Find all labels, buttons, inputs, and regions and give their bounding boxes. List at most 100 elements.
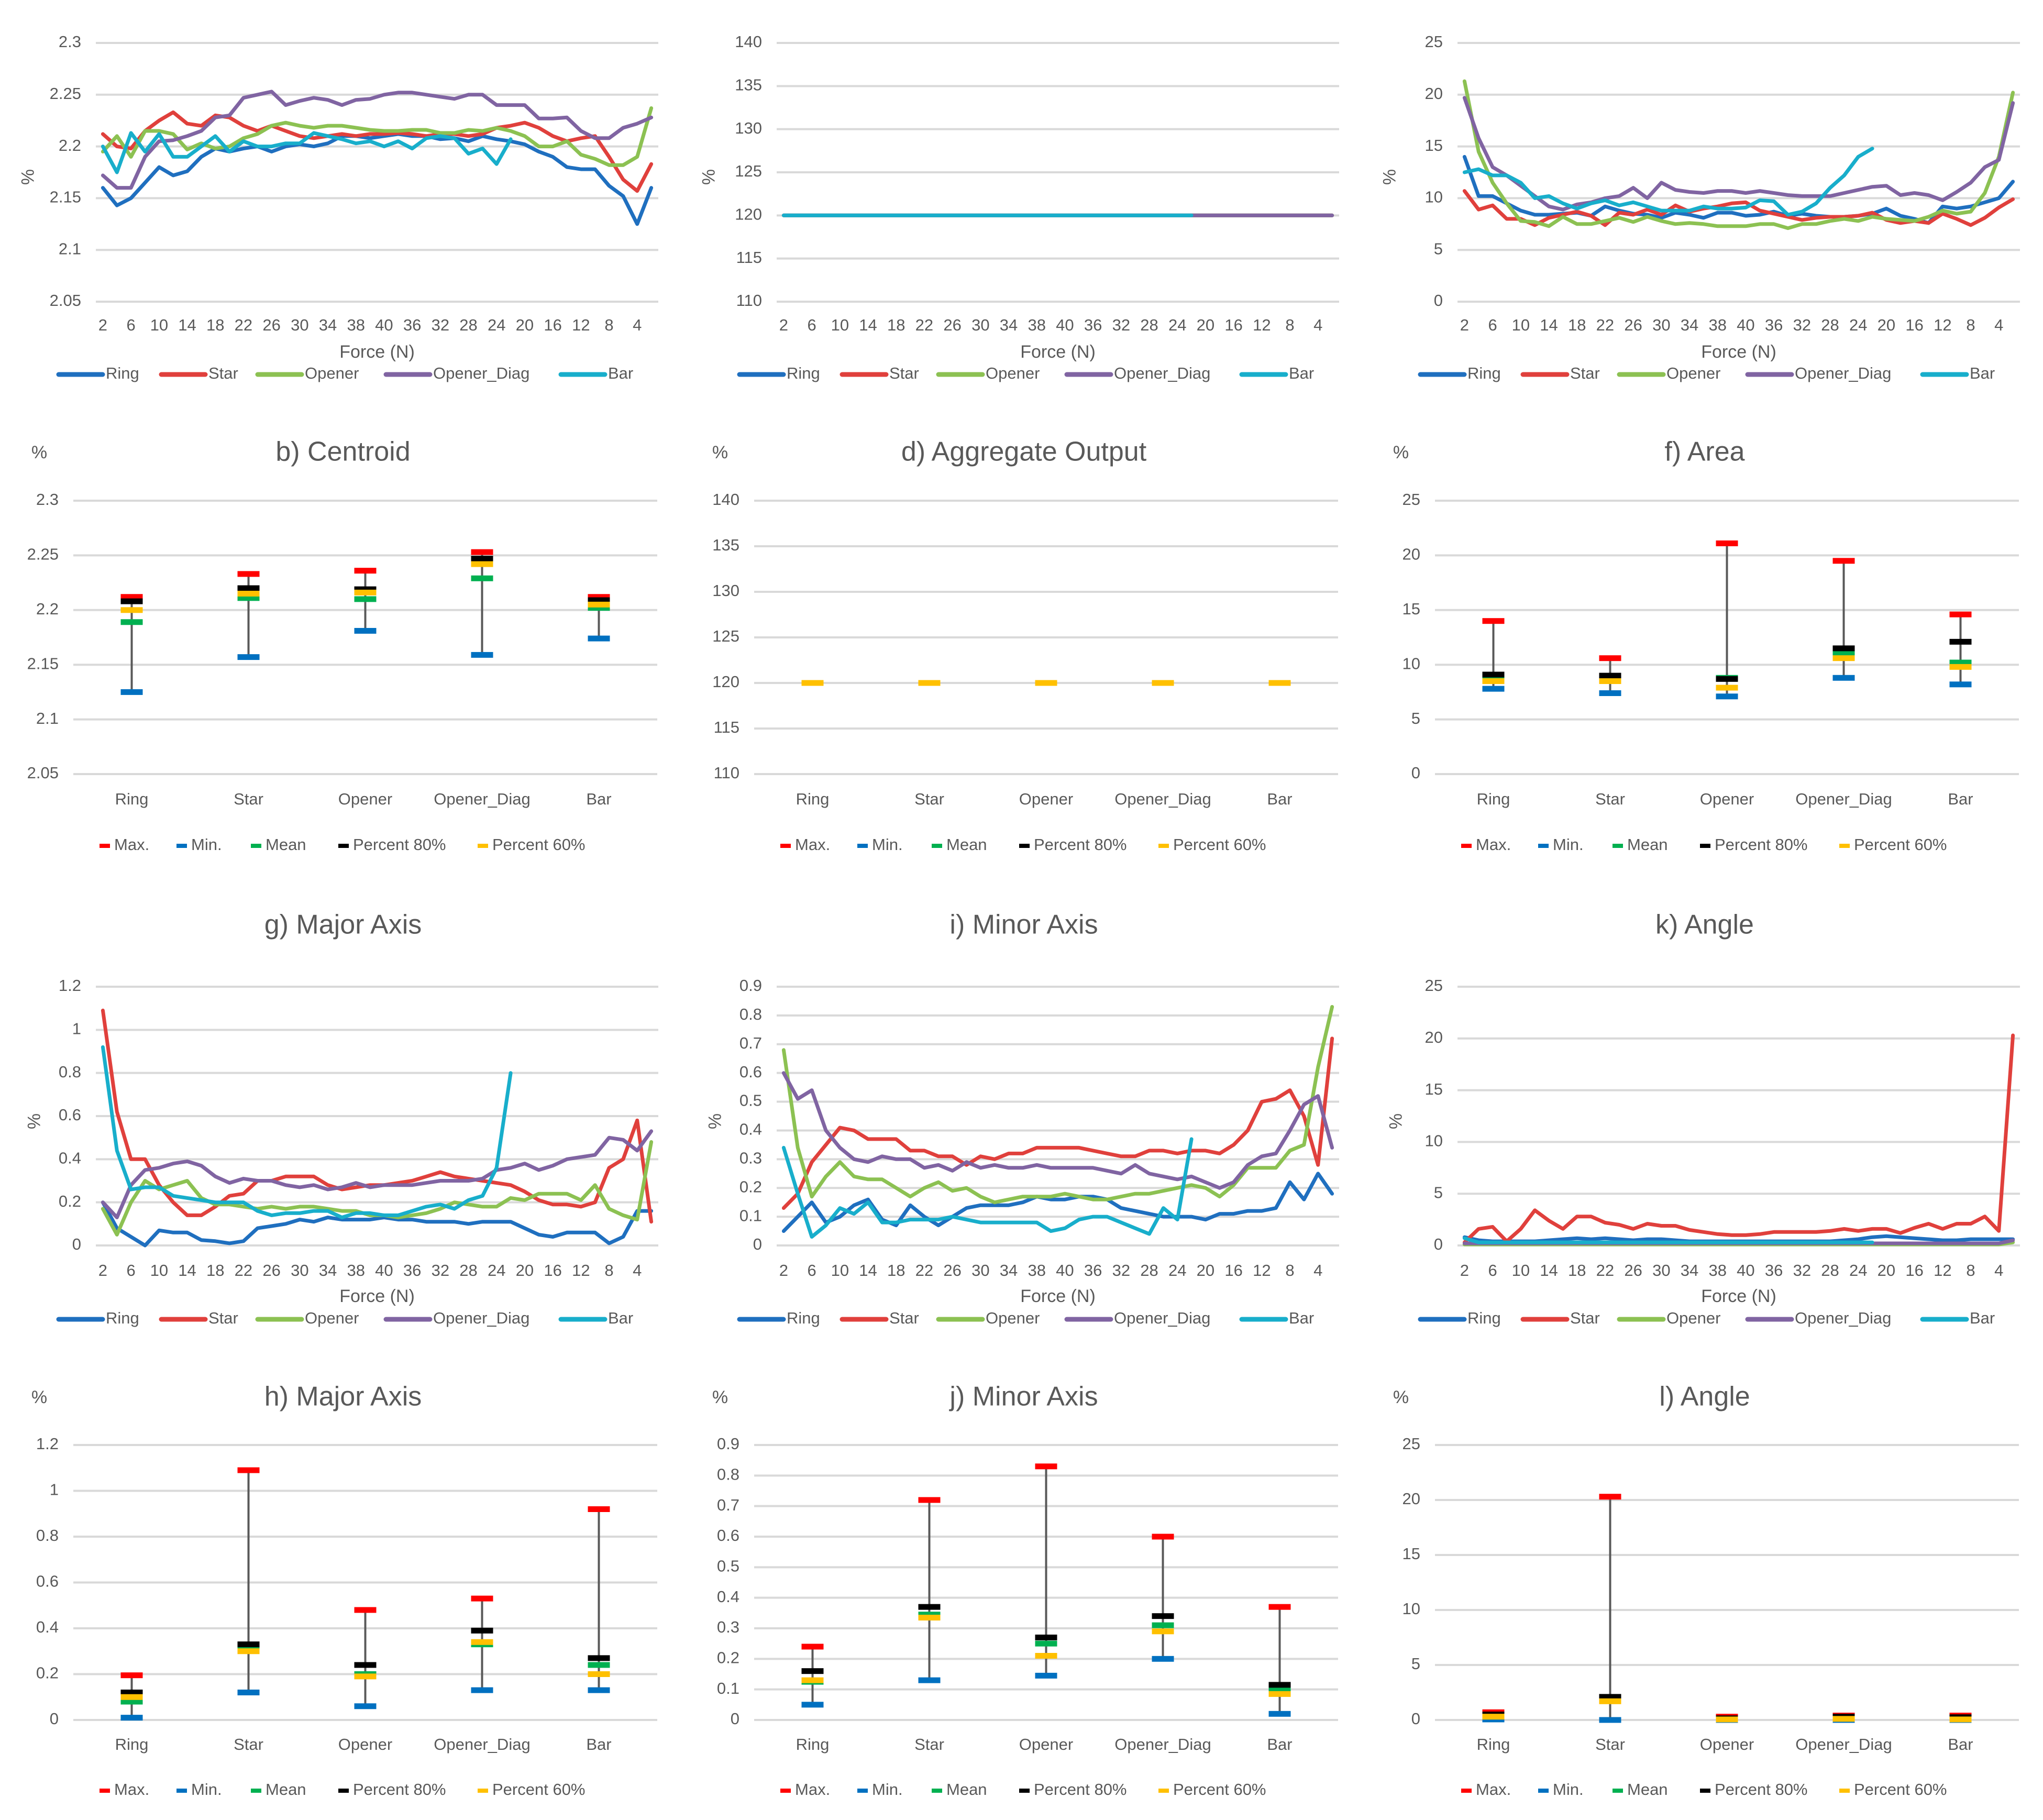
y-tick-label: 2.3 [59, 32, 81, 51]
x-tick-label: 6 [127, 316, 136, 334]
y-tick-label: 25 [1425, 32, 1443, 51]
legend-label: Min. [1553, 1780, 1584, 1799]
stat-marker [1716, 540, 1738, 546]
stat-marker [237, 654, 260, 660]
legend-swatch [1158, 1789, 1169, 1793]
x-tick-label: 4 [1994, 316, 2003, 334]
x-tick-label: 36 [403, 316, 421, 334]
chart-title: j) Minor Axis [948, 1382, 1098, 1412]
stat-marker [120, 619, 143, 625]
stat-marker [471, 575, 493, 581]
legend-swatch [1538, 1789, 1549, 1793]
y-tick-label: 0.8 [739, 1005, 762, 1023]
chart-title: l) Angle [1659, 1382, 1750, 1412]
stat-marker [120, 607, 143, 613]
x-tick-label: 16 [544, 316, 561, 334]
stat-marker [471, 561, 493, 567]
chart-title: d) Aggregate Output [901, 437, 1147, 467]
chart-title: b) Centroid [275, 437, 410, 467]
x-tick-label: 28 [459, 316, 477, 334]
y-tick-label: 0.4 [739, 1120, 762, 1139]
x-tick-label: 14 [859, 316, 877, 334]
series-line-star [781, 1036, 1334, 1210]
x-tick-label: 30 [971, 1261, 989, 1279]
x-tick-label: 26 [262, 1261, 280, 1279]
x-axis-label: Force (N) [1701, 342, 1776, 362]
y-tick-label: 0.4 [59, 1149, 81, 1167]
y-tick-label: 5 [1411, 709, 1420, 727]
legend-label: Opener_Diag [1795, 364, 1891, 382]
y-tick-label: 0 [50, 1709, 59, 1728]
stat-marker [801, 680, 824, 686]
x-tick-label: 36 [1765, 1261, 1783, 1279]
category-label: Opener_Diag [1114, 790, 1211, 808]
chart-title: i) Minor Axis [949, 910, 1098, 940]
legend-label: Bar [1970, 364, 1995, 382]
y-tick-label: 120 [735, 205, 762, 224]
stat-marker [237, 585, 260, 591]
category-label: Star [234, 1735, 263, 1753]
legend-swatch [1019, 844, 1030, 848]
stat-marker [1949, 659, 1972, 666]
stat-marker [588, 605, 610, 611]
stat-marker [120, 1698, 143, 1705]
x-tick-label: 40 [1056, 316, 1074, 334]
stat-marker [588, 1687, 610, 1693]
y-axis-label: % [24, 1113, 43, 1129]
legend-label: Opener [986, 1309, 1040, 1327]
category-label: Bar [586, 1735, 611, 1753]
x-tick-label: 28 [1140, 1261, 1158, 1279]
y-axis-label: % [17, 169, 37, 185]
legend-label: Bar [608, 364, 633, 382]
x-tick-label: 4 [1313, 1261, 1322, 1279]
summary-chart-panel: f) Area% 0 5 10 15 20 25 Ring Star Opener Opener_D… [1393, 437, 2019, 854]
legend-swatch [857, 844, 868, 848]
x-tick-label: 12 [572, 316, 590, 334]
x-tick-label: 22 [235, 316, 252, 334]
x-tick-label: 22 [1596, 1261, 1614, 1279]
legend-label: Opener_Diag [1114, 1309, 1210, 1327]
stat-marker [1716, 676, 1738, 682]
stat-marker [1482, 678, 1505, 685]
x-tick-label: 30 [1652, 316, 1670, 334]
stat-marker [1152, 1628, 1174, 1635]
y-tick-label: 1.2 [36, 1435, 59, 1453]
y-tick-label: 5 [1411, 1654, 1420, 1673]
legend-label: Mean [266, 1780, 306, 1799]
stat-marker [120, 689, 143, 695]
legend-label: Opener [986, 364, 1040, 382]
x-tick-label: 18 [206, 1261, 224, 1279]
x-tick-label: 18 [887, 1261, 905, 1279]
legend-swatch [100, 844, 110, 848]
stat-marker [1716, 693, 1738, 700]
line-chart-panel: g) Major Axis%00.20.40.60.811.22 6 10 14 18 2… [24, 910, 658, 1327]
stat-marker [354, 1673, 377, 1680]
legend-label: Star [889, 364, 919, 382]
x-tick-label: 26 [1624, 316, 1642, 334]
legend-swatch [100, 1789, 110, 1793]
x-tick-label: 14 [178, 316, 196, 334]
y-tick-label: 0.6 [739, 1063, 762, 1081]
y-tick-label: 0.2 [36, 1664, 59, 1682]
x-tick-label: 34 [1000, 316, 1018, 334]
stat-marker [1482, 618, 1505, 624]
stat-marker [471, 1627, 493, 1634]
series-line-opener [101, 106, 654, 167]
y-tick-label: 0.6 [717, 1526, 739, 1545]
legend-label: Ring [787, 1309, 820, 1327]
category-label: Ring [796, 790, 830, 808]
stat-marker [1268, 1604, 1291, 1610]
series-line-ring [101, 132, 654, 226]
legend-swatch [176, 844, 187, 848]
stat-marker [1268, 1711, 1291, 1717]
stat-marker [1035, 1635, 1057, 1640]
stat-marker [1716, 685, 1738, 691]
legend-swatch [932, 1789, 942, 1793]
x-tick-label: 34 [1681, 1261, 1698, 1279]
y-tick-label: 15 [1403, 1545, 1420, 1563]
x-tick-label: 28 [459, 1261, 477, 1279]
y-tick-label: 2.1 [59, 239, 81, 258]
stat-marker [120, 1694, 143, 1700]
stat-marker [1268, 680, 1291, 686]
x-tick-label: 10 [831, 1261, 849, 1279]
